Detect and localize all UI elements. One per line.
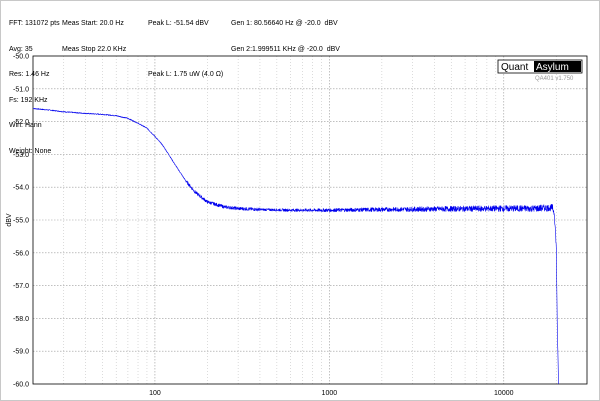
version-label: QA401 v1.750	[535, 76, 574, 82]
quantasylum-logo: Quant Asylum QA401 v1.750	[497, 59, 583, 82]
info-line: Fs: 192 KHz	[9, 96, 48, 104]
grid	[33, 56, 587, 384]
info-line: Weight: None	[9, 147, 52, 155]
measurement-range-info: Meas Start: 20.0 Hz Meas Stop 22.0 KHz	[62, 3, 126, 63]
info-line: Meas Start: 20.0 Hz	[62, 20, 124, 27]
data-series-line	[32, 107, 559, 385]
generator-info: Gen 1: 80.56640 Hz @ -20.0 dBV Gen 2:1.9…	[231, 3, 340, 63]
y-tick-label: -50.0	[13, 54, 29, 61]
y-tick-label: -54.0	[13, 185, 29, 192]
y-axis-label: dBV	[6, 213, 13, 227]
x-tick-label: 100	[149, 390, 161, 397]
axes: -50.0 -51.0 -52.0 -53.0 -54.0 -55.0 -56.0 -57.0…	[13, 54, 514, 398]
info-line: Gen 2:1.999511 KHz @ -20.0 dBV	[231, 45, 340, 53]
data-layer	[32, 107, 559, 385]
logo-dark-panel	[534, 61, 581, 72]
x-tick-label: 10000	[494, 390, 514, 397]
y-tick-label: -53.0	[13, 152, 29, 159]
info-line: Peak L: -51.54 dBV	[148, 20, 209, 27]
info-line: Res: 1.46 Hz	[9, 71, 50, 78]
x-tick-label: 1000	[322, 390, 338, 397]
logo-text-quant: Quant	[501, 62, 528, 73]
y-tick-label: -51.0	[13, 86, 29, 93]
info-line: Meas Stop 22.0 KHz	[62, 45, 127, 53]
plot-area	[32, 55, 588, 385]
logo-text-asylum: Asylum	[536, 62, 569, 73]
info-line: Avg: 35	[9, 45, 33, 53]
y-tick-label: -58.0	[13, 316, 29, 323]
y-tick-label: -52.0	[13, 119, 29, 126]
info-line: Gen 1: 80.56640 Hz @ -20.0 dBV	[231, 20, 338, 27]
y-tick-label: -55.0	[13, 218, 29, 225]
y-tick-label: -56.0	[13, 250, 29, 257]
info-line: FFT: 131072 pts	[9, 20, 60, 27]
y-tick-label: -57.0	[13, 283, 29, 290]
y-tick-label: -60.0	[13, 382, 29, 389]
y-tick-label: -59.0	[13, 349, 29, 356]
